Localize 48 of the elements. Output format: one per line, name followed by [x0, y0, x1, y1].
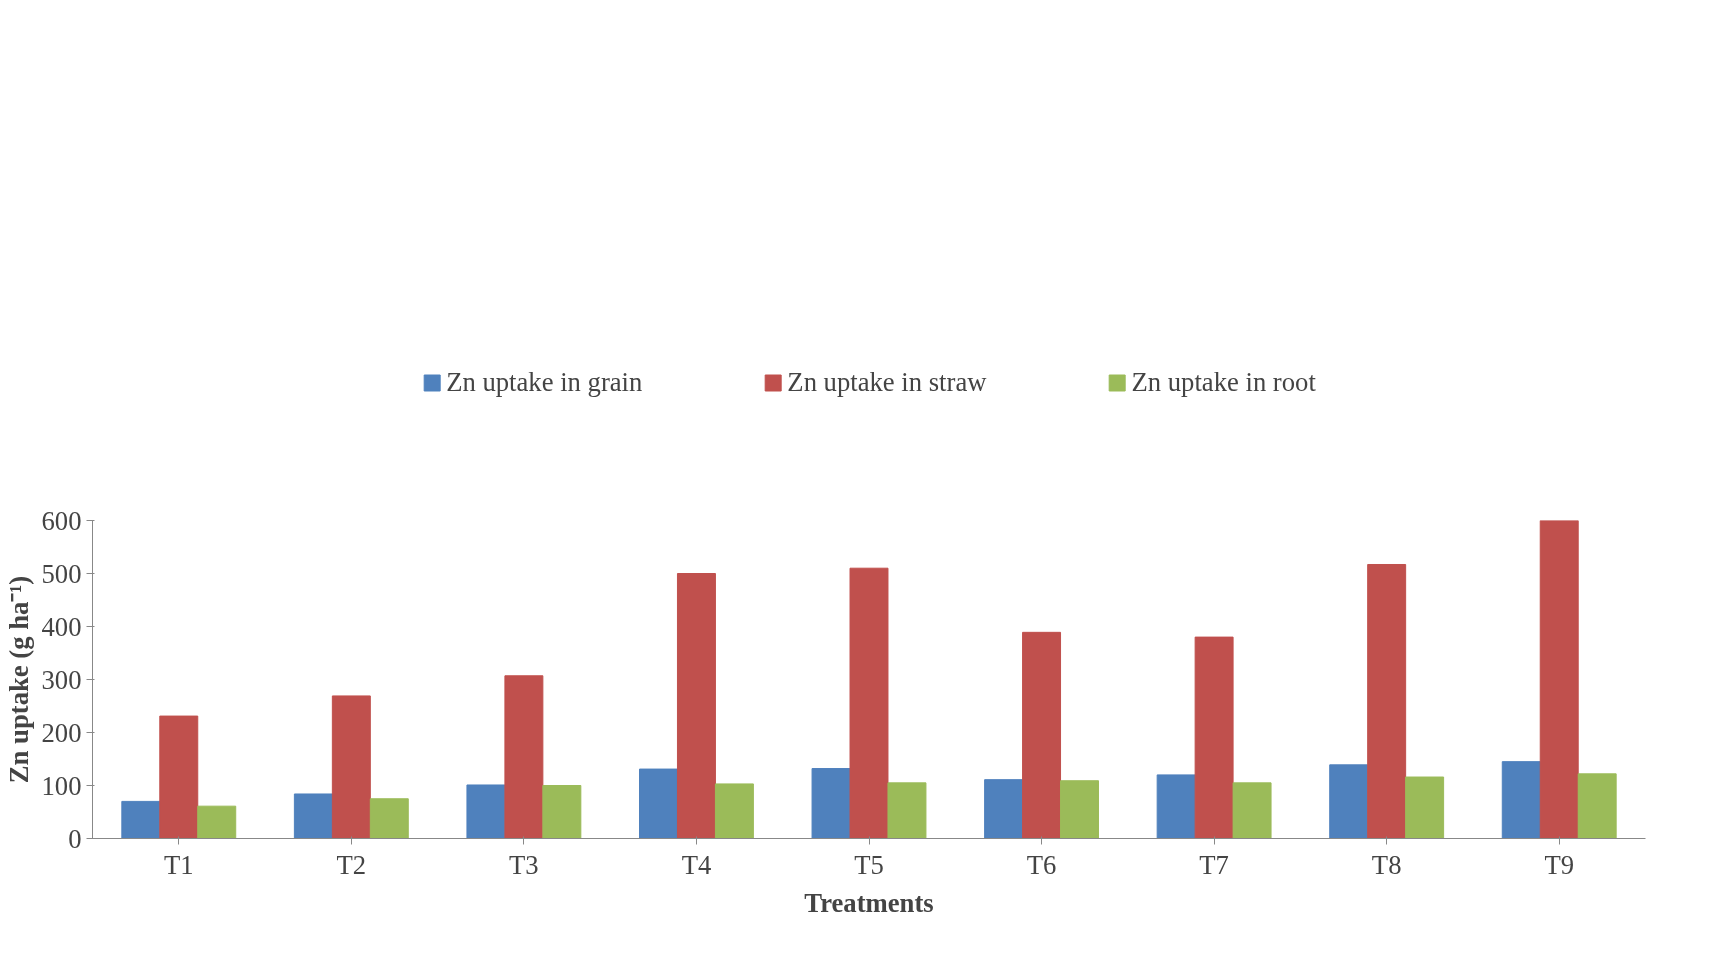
- bar: [1577, 773, 1617, 839]
- legend-label: Zn uptake in grain: [446, 366, 643, 398]
- y-tick-label: 300: [41, 664, 82, 695]
- bar: [811, 768, 851, 839]
- bar: [331, 695, 371, 839]
- x-tick-label: T1: [163, 849, 194, 880]
- x-tick-label: T9: [1544, 849, 1575, 880]
- y-tick-label: 500: [41, 558, 82, 589]
- bar: [121, 800, 161, 839]
- bar: [639, 768, 678, 839]
- y-tick-label: 0: [68, 823, 82, 854]
- y-tick-label: 200: [41, 717, 82, 748]
- y-tick-label: 100: [41, 770, 82, 801]
- bar: [1405, 776, 1445, 839]
- x-tick-label: T6: [1026, 849, 1057, 880]
- bar: [1156, 774, 1196, 839]
- legend-label: Zn uptake in root: [1131, 366, 1316, 398]
- bar: [197, 805, 237, 839]
- y-tick-label: 400: [41, 611, 82, 642]
- x-tick-label: T5: [854, 849, 884, 880]
- bar: [466, 784, 506, 839]
- bar: [293, 793, 333, 839]
- bar: [542, 785, 582, 839]
- bar: [159, 715, 199, 839]
- x-axis-title: Treatments: [804, 887, 934, 918]
- bar: [1022, 631, 1062, 839]
- bar: [1194, 636, 1234, 839]
- bar: [504, 675, 544, 839]
- x-tick-label: T7: [1199, 849, 1229, 880]
- bar: [984, 779, 1024, 839]
- bar: [676, 573, 716, 839]
- bar: [1539, 520, 1579, 839]
- y-axis-title: Zn uptake (g ha⁻¹): [3, 575, 34, 784]
- bar: [1501, 761, 1541, 839]
- bar: [887, 782, 927, 839]
- x-tick-label: T8: [1371, 849, 1402, 880]
- bar: [1367, 563, 1407, 839]
- bar: [1329, 764, 1369, 839]
- y-tick-label: 600: [41, 505, 82, 536]
- bar: [1232, 782, 1272, 839]
- bar: [714, 783, 754, 839]
- x-tick-label: T3: [509, 849, 539, 880]
- legend-label: Zn uptake in straw: [787, 366, 987, 398]
- bar: [1060, 780, 1099, 839]
- bar: [369, 798, 409, 839]
- x-tick-label: T4: [681, 849, 712, 880]
- x-tick-label: T2: [336, 849, 367, 880]
- bar: [849, 567, 889, 839]
